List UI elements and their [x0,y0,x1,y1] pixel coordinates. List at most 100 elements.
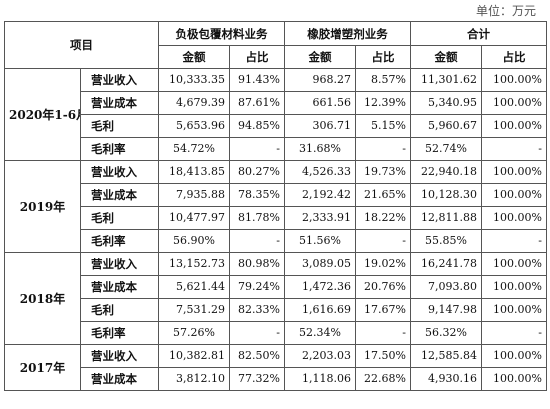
amount-cell: 1,472.36 [284,275,356,299]
table-row: 2017年 营业收入 10,382.81 82.50% 2,203.03 17.50% 12… [4,344,547,391]
share-cell: 100.00% [481,114,547,138]
header-group-anode: 负极包覆材料业务 [158,21,285,46]
amount-cell: 22,940.18 [410,160,482,184]
share-cell: - [229,137,285,161]
share-cell: - [355,321,411,345]
share-cell: 100.00% [481,68,547,92]
amount-cell: 661.56 [284,91,356,115]
metric-label: 营业成本 [80,183,159,207]
amount-cell: 12,811.88 [410,206,482,230]
header-sub-amount: 金额 [284,45,356,69]
table-row: 毛利率 54.72% -31.68% -52.74% - [5,137,547,161]
table-row: 毛利率 56.90% -51.56% -55.85% - [5,229,547,253]
header-sub-amount: 金额 [158,45,230,69]
table-row: 毛利 10,477.97 81.78% 2,333.91 18.22% 12,811.88… [5,206,547,230]
share-cell: 80.98% [229,252,285,276]
amount-cell: 968.27 [284,68,356,92]
share-cell: 81.78% [229,206,285,230]
header-group-total: 合计 [410,21,547,46]
amount-cell: 10,477.97 [158,206,230,230]
share-cell: 17.50% [355,344,411,368]
header-row-sub: 金额 占比 金额 占比 金额 占比 [5,45,547,69]
amount-cell: 2,333.91 [284,206,356,230]
amount-cell: 52.74% [410,137,482,161]
amount-cell: 7,935.88 [158,183,230,207]
amount-cell: 5,621.44 [158,275,230,299]
metric-label: 营业成本 [80,91,159,115]
amount-cell: 10,333.35 [158,68,230,92]
header-group-rubber: 橡胶增塑剂业务 [284,21,411,46]
share-cell: 19.02% [355,252,411,276]
share-cell: 79.24% [229,275,285,299]
share-cell: 100.00% [481,298,547,322]
share-cell: 20.76% [355,275,411,299]
share-cell: 100.00% [481,275,547,299]
period-label: 2019年 [4,160,81,253]
share-cell: 22.68% [355,367,411,391]
amount-cell: 5,960.67 [410,114,482,138]
unit-label: 单位：万元 [475,4,536,18]
share-cell: 100.00% [481,91,547,115]
share-cell: - [481,229,547,253]
share-cell: 94.85% [229,114,285,138]
share-cell: 91.43% [229,68,285,92]
share-cell: - [229,229,285,253]
table-row: 2018年 营业收入 13,152.73 80.98% 3,089.05 19.02% 16… [4,252,547,345]
table-row: 营业成本 7,935.88 78.35% 2,192.42 21.65% 10,128.3… [5,183,547,207]
metric-label: 营业收入 [80,344,159,368]
table-row: 营业成本 5,621.44 79.24% 1,472.36 20.76% 7,093.80… [5,275,547,299]
amount-cell: 55.85% [410,229,482,253]
amount-cell: 1,616.69 [284,298,356,322]
amount-cell: 7,531.29 [158,298,230,322]
share-cell: - [481,137,547,161]
amount-cell: 10,128.30 [410,183,482,207]
header-row-groups: 项目 负极包覆材料业务 橡胶增塑剂业务 合计 [4,21,547,69]
share-cell: 82.33% [229,298,285,322]
share-cell: 18.22% [355,206,411,230]
amount-cell: 3,089.05 [284,252,356,276]
table-row: 营业成本 4,679.39 87.61% 661.56 12.39% 5,340.95 10… [5,91,547,115]
amount-cell: 10,382.81 [158,344,230,368]
amount-cell: 11,301.62 [410,68,482,92]
share-cell: - [355,137,411,161]
amount-cell: 4,679.39 [158,91,230,115]
amount-cell: 54.72% [158,137,230,161]
amount-cell: 2,192.42 [284,183,356,207]
share-cell: 100.00% [481,160,547,184]
share-cell: 100.00% [481,252,547,276]
share-cell: 80.27% [229,160,285,184]
share-cell: 12.39% [355,91,411,115]
table-row: 2019年 营业收入 18,413.85 80.27% 4,526.33 19.73% 22… [4,160,547,253]
metric-label: 营业收入 [80,68,159,92]
header-item: 项目 [4,21,159,69]
metric-label: 毛利 [80,206,159,230]
metric-label: 毛利率 [80,137,159,161]
metric-label: 毛利 [80,298,159,322]
table-row: 毛利率 57.26% -52.34% -56.32% - [5,321,547,345]
amount-cell: 4,526.33 [284,160,356,184]
table-row: 营业成本 3,812.10 77.32% 1,118.06 22.68% 4,930.16… [5,367,547,391]
metric-label: 毛利率 [80,321,159,345]
share-cell: 78.35% [229,183,285,207]
table-row: 毛利 7,531.29 82.33% 1,616.69 17.67% 9,147.98 10… [5,298,547,322]
header-sub-share: 占比 [481,45,547,69]
amount-cell: 5,340.95 [410,91,482,115]
share-cell: 100.00% [481,183,547,207]
share-cell: 87.61% [229,91,285,115]
amount-cell: 31.68% [284,137,356,161]
amount-cell: 5,653.96 [158,114,230,138]
period-label: 2018年 [4,252,81,345]
amount-cell: 12,585.84 [410,344,482,368]
share-cell: - [229,321,285,345]
amount-cell: 9,147.98 [410,298,482,322]
amount-cell: 4,930.16 [410,367,482,391]
financial-table: 项目 负极包覆材料业务 橡胶增塑剂业务 合计 金额 占比 金额 占比 金额 占比… [4,21,547,391]
share-cell: 82.50% [229,344,285,368]
amount-cell: 57.26% [158,321,230,345]
header-sub-share: 占比 [229,45,285,69]
amount-cell: 7,093.80 [410,275,482,299]
share-cell: 100.00% [481,367,547,391]
share-cell: 21.65% [355,183,411,207]
amount-cell: 306.71 [284,114,356,138]
share-cell: 8.57% [355,68,411,92]
